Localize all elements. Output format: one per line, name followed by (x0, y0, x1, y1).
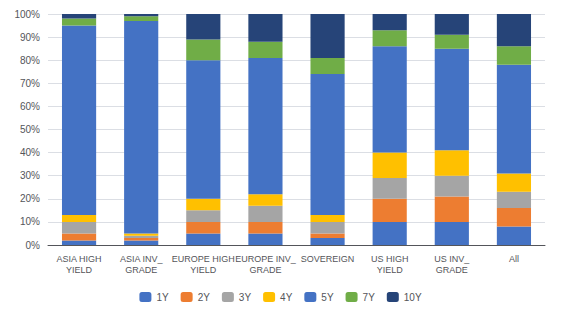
svg-text:90%: 90% (20, 32, 40, 43)
svg-text:YIELD: YIELD (190, 265, 217, 275)
svg-text:US HIGH: US HIGH (371, 254, 409, 264)
svg-text:ASIA HIGH: ASIA HIGH (57, 254, 102, 264)
svg-text:10%: 10% (20, 216, 40, 227)
svg-text:80%: 80% (20, 55, 40, 66)
svg-text:GRADE: GRADE (125, 265, 157, 275)
svg-text:50%: 50% (20, 124, 40, 135)
svg-text:60%: 60% (20, 101, 40, 112)
svg-text:7Y: 7Y (363, 292, 376, 303)
svg-text:SOVEREIGN: SOVEREIGN (301, 254, 355, 264)
svg-text:10Y: 10Y (404, 292, 422, 303)
svg-text:2Y: 2Y (198, 292, 211, 303)
svg-text:100%: 100% (14, 9, 40, 20)
svg-text:70%: 70% (20, 78, 40, 89)
svg-text:EUROPE HIGH: EUROPE HIGH (172, 254, 235, 264)
svg-text:40%: 40% (20, 147, 40, 158)
svg-text:3Y: 3Y (239, 292, 252, 303)
svg-text:All: All (509, 254, 519, 264)
svg-text:ASIA INV_: ASIA INV_ (120, 254, 164, 264)
svg-text:GRADE: GRADE (436, 265, 468, 275)
svg-text:5Y: 5Y (321, 292, 334, 303)
svg-text:0%: 0% (26, 240, 41, 251)
svg-text:20%: 20% (20, 193, 40, 204)
svg-text:4Y: 4Y (280, 292, 293, 303)
svg-text:GRADE: GRADE (249, 265, 281, 275)
svg-text:1Y: 1Y (156, 292, 169, 303)
svg-text:YIELD: YIELD (377, 265, 404, 275)
svg-text:US INV_: US INV_ (434, 254, 470, 264)
svg-text:30%: 30% (20, 170, 40, 181)
svg-text:EUROPE INV_: EUROPE INV_ (235, 254, 297, 264)
svg-text:YIELD: YIELD (66, 265, 93, 275)
